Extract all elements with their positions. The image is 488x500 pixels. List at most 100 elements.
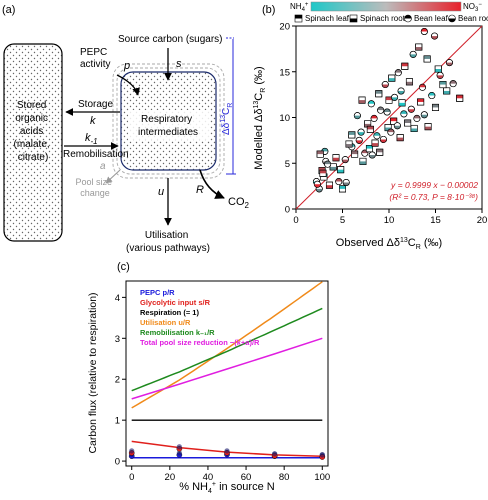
scatter-point [341, 156, 349, 164]
no3-label: NO3− [463, 2, 482, 13]
legend-bean-leaf: Bean leaf [404, 14, 449, 23]
scatter-point [383, 108, 391, 116]
circ-root-fill [448, 18, 456, 23]
scatter-point [449, 80, 457, 88]
stored-acids-text: Stored organic acids (malate, citrate) [14, 100, 53, 163]
p-label: p [123, 60, 130, 72]
y-tick-label: 20 [279, 22, 290, 33]
plot-c-ylabel: Carbon flux (relative to respiration) [87, 292, 99, 453]
scatter-point [434, 65, 442, 73]
c-y-tick-label: 0 [115, 457, 120, 468]
legend-bean-root: Bean root [448, 14, 488, 23]
scatter-point [456, 94, 464, 102]
scatter-point [351, 150, 359, 158]
scatter-point [337, 166, 345, 174]
plot-c-xlabel: % NH4+ in source N [179, 481, 274, 495]
scatter-point [398, 99, 406, 107]
scatter-point [376, 148, 384, 156]
u-label: u [158, 186, 164, 198]
pool-change-label: Pool size change [75, 177, 114, 198]
storage-label: Storage [78, 99, 113, 110]
plot-b-ticks: 0 5 10 15 20 0 5 10 15 20 [279, 22, 487, 227]
panel-a: (a) Stored organic acids (malate, citrat… [2, 4, 250, 254]
scatter-point [371, 139, 379, 147]
scatter-point [366, 125, 374, 133]
c-x-tick-label: 0 [129, 472, 134, 483]
c-y-tick-label: 4 [115, 293, 120, 304]
plot-c-frame [125, 280, 329, 467]
plot-b-ylabel: Modelled Δδ13CR (‰) [253, 66, 267, 169]
legend-c-item: PEPC p/R [140, 288, 175, 297]
plot-b-points [312, 27, 464, 193]
legend-spinach-root-label: Spinach root [360, 14, 406, 23]
s-label: s [176, 58, 182, 70]
scatter-point [443, 87, 451, 95]
scatter-point [367, 100, 375, 108]
scatter-point [373, 132, 381, 140]
c-x-tick-label: 20 [165, 472, 176, 483]
nh4-label: NH4+ [290, 2, 309, 13]
scatter-point [400, 110, 408, 118]
series-point [319, 452, 325, 458]
x-tick-label: 10 [384, 215, 395, 226]
legend-c-item: Total pool size reduction −(k+a)/R [140, 338, 260, 347]
scatter-point [407, 105, 415, 113]
scatter-point [420, 27, 428, 35]
sq-root-fill [350, 18, 357, 22]
scatter-point [324, 160, 332, 168]
scatter-point [325, 181, 333, 189]
scatter-point [418, 83, 426, 91]
scatter-point [335, 178, 343, 186]
scatter-point [316, 150, 324, 158]
scatter-point [397, 87, 405, 95]
series-point [176, 450, 182, 456]
series-point [272, 451, 278, 457]
legend-spinach-leaf: Spinach leaf [294, 14, 350, 23]
scatter-point [353, 112, 361, 120]
panel-c: (c) 0 20 40 60 80 100 0 1 2 3 4 PEPC p/RGlycolytic… [87, 261, 330, 495]
scatter-point [319, 169, 327, 177]
c-y-tick-label: 1 [115, 416, 120, 427]
scatter-point [431, 103, 439, 111]
scatter-point [394, 69, 402, 77]
plot-b-xlabel: Observed Δδ13CR (‰) [336, 237, 442, 251]
R-label: R [196, 184, 204, 196]
legend-spinach-root: Spinach root [349, 14, 406, 23]
scatter-point [391, 93, 399, 101]
plot-c-ticks: 0 20 40 60 80 100 0 1 2 3 4 [115, 293, 331, 483]
scatter-point [332, 154, 340, 162]
scatter-point [415, 43, 423, 51]
scatter-point [439, 81, 447, 89]
x-tick-label: 20 [477, 215, 488, 226]
scatter-point [357, 128, 365, 136]
scatter-point [377, 106, 385, 114]
scatter-point [424, 123, 432, 131]
c-x-tick-label: 100 [314, 472, 330, 483]
scatter-point [436, 71, 444, 79]
scatter-point [368, 151, 376, 159]
series-point [176, 444, 182, 450]
scatter-point [445, 59, 453, 67]
x-tick-label: 0 [293, 215, 298, 226]
scatter-point [329, 163, 337, 171]
scatter-point [355, 136, 363, 144]
scatter-point [370, 114, 378, 122]
scatter-point [405, 78, 413, 86]
scatter-point [385, 96, 393, 104]
y-tick-label: 15 [279, 67, 290, 78]
y-tick-label: 10 [279, 113, 290, 124]
color-gradient-bar [310, 1, 462, 12]
legend-spinach-leaf-label: Spinach leaf [305, 14, 350, 23]
scatter-point [345, 140, 353, 148]
panel-c-label: (c) [117, 261, 130, 273]
c-y-tick-label: 2 [115, 375, 120, 386]
scatter-point [413, 114, 421, 122]
scatter-point [379, 135, 387, 143]
panel-b-label: (b) [262, 4, 275, 16]
scatter-point [313, 180, 321, 188]
legend-c-item: Respiration (= 1) [140, 308, 199, 317]
panel-b: (b) NH4+ NO3− Spinach leaf Spinach root … [253, 1, 488, 251]
delta-label: Δδ13CR [220, 103, 234, 135]
remobilisation-label: Remobilisation [63, 149, 129, 160]
